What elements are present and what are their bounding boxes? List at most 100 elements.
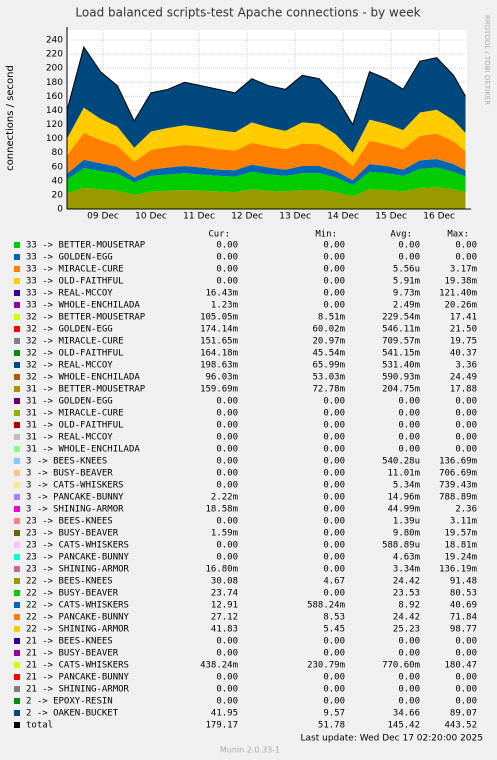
legend-swatch [14, 362, 20, 368]
legend-min: 0.00 [323, 421, 345, 431]
y-tick-label: 180 [46, 78, 63, 88]
legend-max: 0.00 [455, 433, 477, 443]
legend-avg: 8.92 [398, 601, 420, 611]
legend-min: 53.03m [312, 373, 345, 383]
legend-max: 180.47 [444, 661, 477, 671]
legend-min: 45.54m [312, 349, 345, 359]
legend-min: 0.00 [323, 301, 345, 311]
legend-avg: 0.00 [398, 433, 420, 443]
legend-swatch [14, 602, 20, 608]
legend-avg: 229.54m [382, 313, 420, 323]
legend-cur: 0.00 [216, 265, 238, 275]
legend-avg: 540.28u [382, 457, 420, 467]
legend-max: 0.00 [455, 685, 477, 695]
legend-cur: 159.69m [200, 385, 238, 395]
legend-swatch [14, 338, 20, 344]
legend-avg: 5.34m [393, 481, 420, 491]
legend-name: 33 -> MIRACLE-CURE [26, 265, 124, 275]
legend-cur: 30.08 [211, 577, 238, 587]
total-line [66, 45, 466, 126]
legend-avg: 709.57m [382, 337, 420, 347]
legend-swatch [14, 350, 20, 356]
legend-cur: 0.00 [216, 649, 238, 659]
legend-avg: 0.00 [398, 241, 420, 251]
legend-swatch [14, 470, 20, 476]
legend-name: 22 -> CATS-WHISKERS [26, 601, 129, 611]
legend-min: 0.00 [323, 565, 345, 575]
legend-name: 31 -> GOLDEN-EGG [26, 397, 113, 407]
legend-min: 60.02m [312, 325, 345, 335]
legend-avg: 23.53 [393, 589, 420, 599]
legend-min: 0.00 [323, 289, 345, 299]
legend-avg: 44.99m [387, 505, 420, 515]
chart-title: Load balanced scripts-test Apache connec… [75, 6, 420, 20]
legend-swatch [14, 290, 20, 296]
y-tick-label: 160 [46, 92, 63, 102]
legend-name: 32 -> MIRACLE-CURE [26, 337, 124, 347]
legend-swatch [14, 554, 20, 560]
legend-max: 18.81m [444, 541, 477, 551]
legend-swatch [14, 566, 20, 572]
legend-cur: 0.00 [216, 445, 238, 455]
legend-avg: 9.73m [393, 289, 420, 299]
legend-min: 72.78m [312, 385, 345, 395]
column-header: Max: [447, 230, 469, 240]
legend-cur: 18.58m [205, 505, 238, 515]
legend-name: 23 -> PANCAKE-BUNNY [26, 553, 130, 563]
legend-swatch [14, 542, 20, 548]
legend-swatch [14, 410, 20, 416]
legend-min: 20.97m [312, 337, 345, 347]
legend-cur: 0.00 [216, 541, 238, 551]
legend-cur: 179.17 [205, 721, 238, 731]
legend-swatch [14, 386, 20, 392]
legend-min: 0.00 [323, 253, 345, 263]
legend-swatch [14, 446, 20, 452]
legend-max: 0.00 [455, 673, 477, 683]
legend-swatch [14, 278, 20, 284]
column-header: Cur: [208, 230, 230, 240]
legend-max: 0.00 [455, 421, 477, 431]
legend-name: 21 -> CATS-WHISKERS [26, 661, 129, 671]
legend-max: 19.75 [450, 337, 477, 347]
legend-avg: 5.91m [393, 277, 420, 287]
legend-max: 19.38m [444, 277, 477, 287]
legend-swatch [14, 434, 20, 440]
legend-avg: 24.42 [393, 613, 420, 623]
legend-cur: 0.00 [216, 517, 238, 527]
legend-cur: 0.00 [216, 241, 238, 251]
legend-max: 40.37 [450, 349, 477, 359]
legend-swatch [14, 458, 20, 464]
legend-avg: 588.89u [382, 541, 420, 551]
legend-cur: 164.18m [200, 349, 238, 359]
legend-name: 32 -> OLD-FAITHFUL [26, 349, 124, 359]
footer: Munin 2.0.33-1 [220, 746, 280, 755]
legend-min: 0.00 [323, 445, 345, 455]
legend-min: 4.67 [323, 577, 345, 587]
legend-cur: 27.12 [211, 613, 238, 623]
legend-cur: 1.23m [211, 301, 238, 311]
legend-name: 31 -> OLD-FAITHFUL [26, 421, 124, 431]
legend-max: 0.00 [455, 241, 477, 251]
legend-name: 22 -> BUSY-BEAVER [26, 589, 119, 599]
legend-min: 0.00 [323, 469, 345, 479]
y-tick-label: 140 [46, 106, 63, 116]
legend-avg: 0.00 [398, 685, 420, 695]
legend-min: 9.57 [323, 709, 345, 719]
legend-cur: 0.00 [216, 409, 238, 419]
legend-cur: 16.80m [205, 565, 238, 575]
legend-min: 0.00 [323, 589, 345, 599]
legend-swatch [14, 710, 20, 716]
column-header: Avg: [390, 230, 412, 240]
y-tick-label: 100 [46, 134, 63, 144]
legend-min: 0.00 [323, 481, 345, 491]
y-tick-label: 120 [46, 120, 63, 130]
legend-swatch [14, 422, 20, 428]
legend-avg: 9.80m [393, 529, 420, 539]
legend-max: 788.89m [439, 493, 477, 503]
legend-swatch [14, 266, 20, 272]
y-tick-label: 60 [52, 162, 64, 172]
legend-avg: 1.39u [393, 517, 420, 527]
legend-min: 0.00 [323, 541, 345, 551]
y-tick-label: 220 [46, 50, 63, 60]
